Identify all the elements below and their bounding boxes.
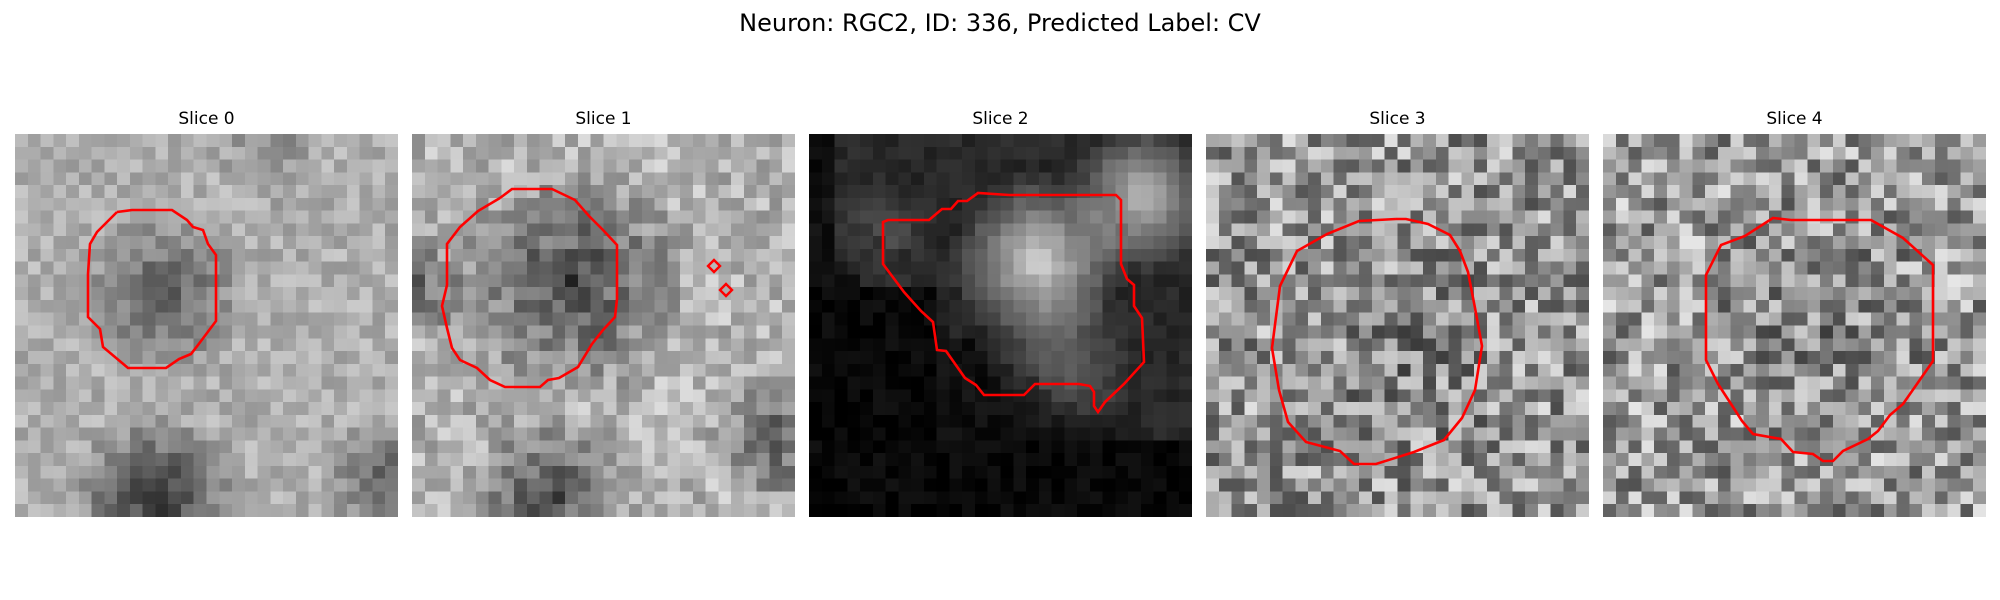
panel-title-slice-0: Slice 0 [178,109,235,129]
slice-1-grayscale-image [412,134,795,517]
slice-4-image [1603,134,1986,517]
figure-title: Neuron: RGC2, ID: 336, Predicted Label: … [739,9,1261,37]
slice-3-image [1206,134,1589,517]
slice-1-contour [440,187,734,389]
slice-0-image [15,134,398,517]
slice-2-grayscale-image [809,134,1192,517]
slice-1-image [412,134,795,517]
slice-2-contour [881,191,1146,415]
slice-3-contour [1270,217,1484,466]
slice-4-grayscale-image [1603,134,1986,517]
slice-0-grayscale-image [15,134,398,517]
slice-2-image [809,134,1192,517]
slice-4-contour [1704,216,1935,463]
panel-title-slice-3: Slice 3 [1369,109,1426,129]
panel-title-slice-4: Slice 4 [1766,109,1823,129]
panel-title-slice-1: Slice 1 [575,109,632,129]
panel-title-slice-2: Slice 2 [972,109,1029,129]
slice-0-contour [86,208,218,370]
